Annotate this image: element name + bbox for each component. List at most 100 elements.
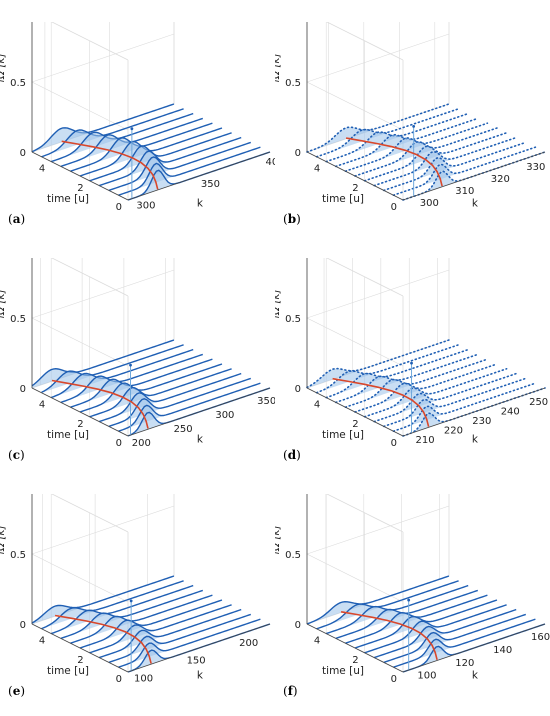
mean-trajectory [332,377,430,427]
z-tick-label: 0.5 [10,550,26,561]
slice-line [363,132,508,182]
k-axis-label: k [197,433,204,445]
slice-line [354,127,498,177]
slices-a [31,103,271,201]
z-axis-label: fΩ [k] [275,289,282,318]
time-tick-label: 2 [352,419,358,430]
z-gridline [31,269,175,367]
z-tick-label: 0.5 [10,314,26,325]
time-axis-label: time [u] [322,429,364,441]
k-tick-label: 220 [444,426,463,437]
z-tick-label: 0.5 [10,78,26,89]
time-axis-label: time [u] [47,429,89,441]
time-tick-label: 4 [39,636,45,647]
chart-b: 00.51024300310320330time [u]kfΩ [k] [275,22,546,213]
time-axis [306,623,404,673]
top-edge [51,258,129,297]
k-tick-label: 200 [239,638,258,649]
slice-line [108,377,252,428]
time-tick-label: 0 [116,202,122,213]
slice-line [31,339,175,387]
slice-line [306,575,450,625]
time-tick-label: 0 [116,674,122,685]
slice-line [89,368,232,418]
top-edge [326,494,404,533]
time-tick-label: 4 [39,164,45,175]
k-axis-label: k [472,433,479,445]
slices-f [306,575,546,673]
slice-line [31,575,175,624]
slice-line [364,604,507,654]
slices-c [31,339,271,437]
slice-line [306,339,450,389]
slice-line [50,348,194,399]
slice-line [79,127,223,177]
slice-line [108,613,252,664]
initial-pulse-marker [407,598,411,602]
k-tick-label: 300 [215,410,234,421]
slices-e [31,575,271,673]
z-tick-label: 0 [295,148,301,159]
time-axis [31,623,129,673]
time-axis-label: time [u] [322,665,364,677]
z-axis-label-group: fΩ [k] [0,289,7,318]
k-tick-label: 320 [491,174,510,185]
slice-line [393,618,536,668]
z-tick-label: 0 [20,620,26,631]
axes-f: 00.51024100120140160time [u]kfΩ [k] [275,494,550,685]
time-tick-label: 2 [77,655,83,666]
time-tick-label: 4 [314,636,320,647]
panel-letter-f: (f) [283,684,298,698]
slice-line [50,584,194,635]
z-axis-label: fΩ [k] [275,525,282,554]
time-tick-label: 2 [352,655,358,666]
k-tick-label: 310 [455,186,474,197]
top-edge [51,22,129,61]
z-axis-label: fΩ [k] [275,53,282,82]
z-gridline [31,33,175,131]
time-axis-label: time [u] [322,193,364,205]
k-tick-label: 300 [420,198,439,209]
time-tick-label: 4 [314,164,320,175]
z-tick-label: 0 [20,148,26,159]
axes-c: 00.51024200250300350time [u]kfΩ [k] [0,258,275,449]
k-tick-label: 250 [529,397,548,408]
slice-fill [51,349,194,398]
z-tick-label: 0.5 [285,78,301,89]
slice-fill [99,609,242,658]
axes-e: 00.51024100150200time [u]kfΩ [k] [0,494,271,685]
z-axis-label-group: fΩ [k] [0,53,7,82]
slice-line [392,382,537,432]
slice-line [392,146,537,196]
z-axis-label: fΩ [k] [0,289,7,318]
k-axis-label: k [472,669,479,681]
slice-line [118,146,261,196]
top-edge [326,258,404,297]
z-axis-label: fΩ [k] [0,525,7,554]
slice-line [306,103,450,153]
k-tick-label: 100 [134,673,153,684]
k-tick-label: 210 [415,435,434,446]
z-gridline [306,269,450,367]
slice-line [325,348,469,399]
time-tick-label: 2 [77,183,83,194]
slice-fill [374,609,517,658]
time-tick-label: 0 [391,202,397,213]
z-axis-label: fΩ [k] [0,53,7,82]
slice-line [344,358,489,408]
top-edge [326,22,404,61]
k-tick-label: 200 [132,438,151,449]
z-tick-label: 0 [295,620,301,631]
slice-line [79,363,223,413]
slice-line [354,363,498,413]
slice-line [363,368,508,418]
z-axis-label-group: fΩ [k] [275,525,282,554]
slice-line [315,344,460,394]
mean-trajectory [340,611,438,660]
initial-pulse-marker [130,127,134,131]
panel-letter-c: (c) [8,448,25,462]
slice-line [373,136,517,187]
mean-trajectory [54,614,152,664]
time-axis [306,387,404,437]
